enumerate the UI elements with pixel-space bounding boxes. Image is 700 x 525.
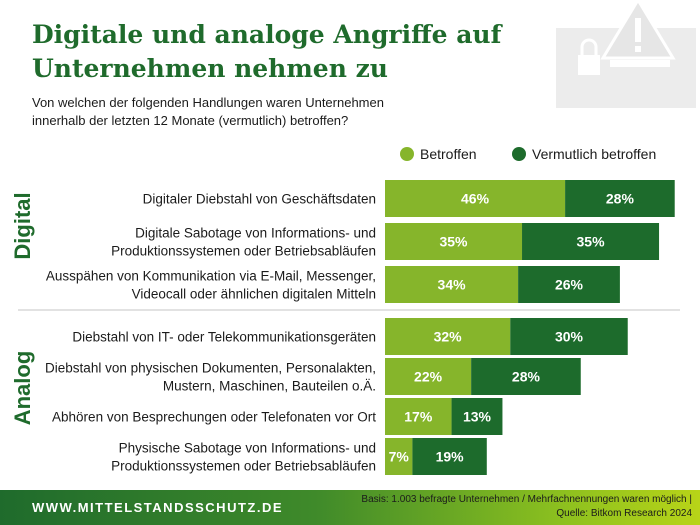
bar-betroffen	[385, 318, 511, 355]
bar-betroffen	[385, 358, 472, 395]
legend-item-betroffen: Betroffen	[400, 146, 477, 162]
bar-betroffen	[385, 398, 452, 435]
legend-item-vermutlich: Vermutlich betroffen	[512, 146, 656, 162]
category-label: Mustern, Maschinen, Bauteilen o.Ä.	[163, 379, 376, 394]
category-label: Digitale Sabotage von Informations- und	[135, 226, 376, 241]
data-label-vermutlich: 28%	[606, 191, 635, 207]
category-label: Ausspähen von Kommunikation via E-Mail, …	[46, 269, 376, 284]
page-title: Digitale und analoge Angriffe auf Untern…	[32, 20, 502, 83]
legend-label-betroffen: Betroffen	[420, 146, 477, 162]
category-label: Physische Sabotage von Informations- und	[119, 441, 376, 456]
category-label: Diebstahl von physischen Dokumenten, Per…	[45, 361, 376, 376]
legend-label-vermutlich: Vermutlich betroffen	[532, 146, 657, 162]
stacked-bar-chart: 46% 28% Digitaler Diebstahl von Geschäftsd…	[10, 180, 680, 475]
bar-vermutlich	[471, 358, 581, 395]
bar-vermutlich	[518, 266, 620, 303]
subtitle: Von welchen der folgenden Handlungen war…	[32, 95, 384, 128]
bar-betroffen	[385, 266, 519, 303]
data-label-betroffen: 17%	[404, 409, 433, 425]
footer-url: WWW.MITTELSTANDSSCHUTZ.DE	[32, 500, 284, 515]
category-label: Produktionssystemen oder Betriebsabläufe…	[111, 459, 376, 474]
warning-lock-icon	[556, 0, 696, 108]
footer-bar: WWW.MITTELSTANDSSCHUTZ.DE Basis: 1.003 b…	[0, 490, 700, 525]
bar-vermutlich	[565, 180, 675, 217]
bar-betroffen	[385, 180, 566, 217]
category-label: Diebstahl von IT- oder Telekommunikation…	[72, 330, 376, 345]
bar-betroffen	[385, 223, 523, 260]
category-label: Produktionssystemen oder Betriebsabläufe…	[111, 244, 376, 259]
legend-swatch-betroffen	[400, 147, 414, 161]
bar-vermutlich	[451, 398, 503, 435]
bar-vermutlich	[510, 318, 628, 355]
bar-vermutlich	[522, 223, 660, 260]
bar-betroffen	[385, 438, 413, 475]
data-label-betroffen: 7%	[389, 449, 410, 465]
data-label-betroffen: 46%	[461, 191, 490, 207]
category-label: Abhören von Besprechungen oder Telefonat…	[52, 410, 376, 425]
footer-note-line-1: Basis: 1.003 befragte Unternehmen / Mehr…	[361, 494, 692, 505]
data-label-betroffen: 35%	[439, 234, 468, 250]
bar-vermutlich	[412, 438, 487, 475]
data-label-betroffen: 34%	[438, 277, 467, 293]
data-label-betroffen: 22%	[414, 369, 443, 385]
data-label-vermutlich: 30%	[555, 329, 584, 345]
data-label-vermutlich: 19%	[436, 449, 465, 465]
data-label-vermutlich: 13%	[463, 409, 492, 425]
group-label-digital: Digital	[10, 192, 35, 259]
legend-swatch-vermutlich	[512, 147, 526, 161]
category-label: Videocall oder ähnlichen digitalen Mitte…	[132, 287, 376, 302]
data-label-betroffen: 32%	[434, 329, 463, 345]
data-label-vermutlich: 26%	[555, 277, 584, 293]
footer-source-note: Basis: 1.003 befragte Unternehmen / Mehr…	[322, 493, 692, 521]
data-label-vermutlich: 28%	[512, 369, 541, 385]
data-label-vermutlich: 35%	[577, 234, 606, 250]
footer-note-line-2: Quelle: Bitkom Research 2024	[556, 508, 692, 519]
group-label-analog: Analog	[10, 351, 35, 426]
category-label: Digitaler Diebstahl von Geschäftsdaten	[143, 192, 376, 207]
